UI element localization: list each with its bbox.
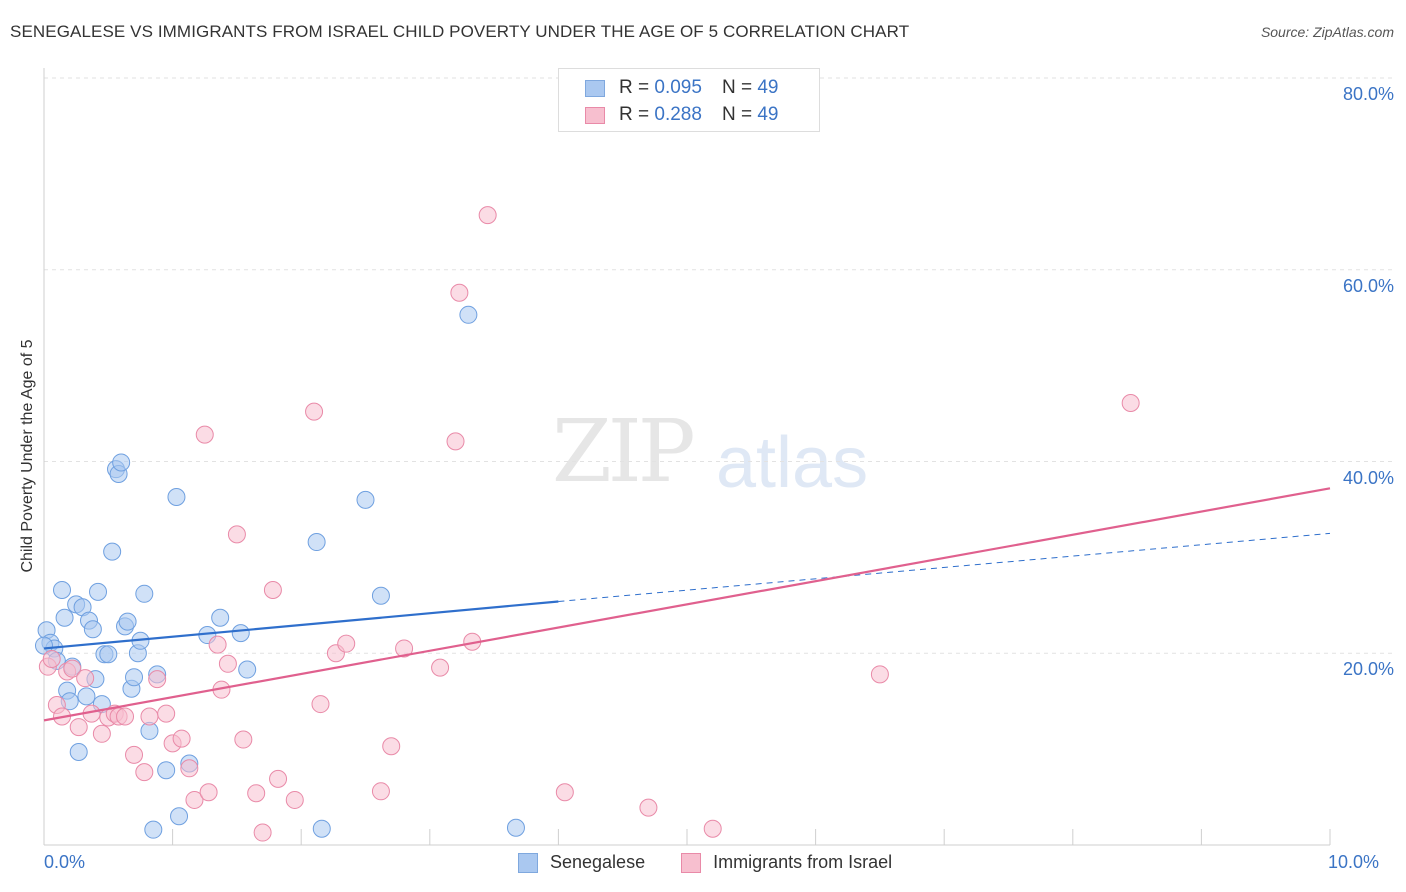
- israel-point: [1121, 394, 1140, 413]
- n-value: 49: [757, 77, 779, 98]
- senegalese-point: [371, 586, 390, 605]
- senegalese-trend-extension: [558, 532, 1331, 602]
- chart-title: SENEGALESE VS IMMIGRANTS FROM ISRAEL CHI…: [10, 22, 910, 41]
- watermark-zip: ZIP: [552, 402, 696, 502]
- israel-point: [140, 707, 159, 726]
- n-value: 49: [757, 104, 779, 125]
- legend-label-israel: Immigrants from Israel: [713, 852, 893, 872]
- israel-point: [446, 432, 465, 451]
- israel-point: [305, 402, 324, 421]
- senegalese-point: [211, 608, 230, 627]
- israel-point: [185, 790, 204, 809]
- israel-point: [337, 634, 356, 653]
- israel-point: [180, 759, 199, 778]
- israel-point: [208, 635, 227, 654]
- israel-point: [42, 650, 61, 669]
- senegalese-point: [112, 453, 131, 472]
- senegalese-point: [103, 542, 122, 561]
- legend-swatch-israel: [681, 852, 702, 873]
- y-tick-label: 80.0%: [1342, 84, 1394, 104]
- israel-point: [218, 654, 237, 673]
- israel-point: [311, 695, 330, 714]
- israel-point: [135, 763, 154, 782]
- israel-point: [148, 670, 167, 689]
- senegalese-point: [55, 608, 74, 627]
- senegalese-point: [506, 818, 525, 837]
- israel-point: [157, 704, 176, 723]
- stats-row-senegalese: R = 0.095 N = 49: [585, 77, 778, 99]
- series-legend: Senegalese Immigrants from Israel: [518, 852, 892, 873]
- stats-legend: R = 0.095 N = 49 R = 0.288 N = 49: [558, 68, 820, 132]
- r-label: R =: [619, 104, 650, 125]
- israel-point: [234, 730, 253, 749]
- israel-point: [253, 823, 272, 842]
- israel-point: [63, 659, 82, 678]
- israel-trend-line: [43, 487, 1331, 722]
- senegalese-point: [144, 820, 163, 839]
- y-tick-label: 60.0%: [1342, 275, 1394, 296]
- israel-point: [227, 525, 246, 544]
- senegalese-point: [69, 743, 88, 762]
- legend-swatch-senegalese: [518, 852, 538, 873]
- senegalese-point: [118, 612, 137, 631]
- senegalese-point: [135, 584, 154, 603]
- israel-point: [195, 425, 214, 444]
- israel-point: [76, 669, 95, 688]
- senegalese-point: [231, 624, 250, 643]
- israel-point: [69, 718, 88, 737]
- r-label: R =: [619, 77, 650, 98]
- israel-point: [172, 729, 191, 748]
- senegalese-point: [170, 807, 189, 826]
- legend-label-senegalese: Senegalese: [550, 852, 646, 872]
- n-label: N =: [721, 77, 753, 98]
- x-tick-label-min: 0.0%: [44, 852, 86, 872]
- n-label: N =: [721, 104, 753, 125]
- senegalese-point: [83, 620, 102, 639]
- israel-point: [450, 283, 469, 302]
- israel-point: [639, 798, 658, 817]
- y-tick-label: 40.0%: [1342, 467, 1394, 488]
- senegalese-trend-line: [43, 600, 559, 650]
- senegalese-point: [157, 761, 176, 780]
- israel-point: [431, 658, 450, 677]
- source-note: Source: ZipAtlas.com: [1260, 24, 1394, 40]
- israel-point: [263, 580, 282, 599]
- israel-point: [125, 745, 144, 764]
- senegalese-point: [459, 305, 478, 324]
- senegalese-point: [125, 668, 144, 687]
- israel-point: [371, 782, 390, 801]
- israel-point: [199, 783, 218, 802]
- israel-point: [92, 724, 111, 743]
- israel-point: [478, 206, 497, 225]
- legend-swatch-senegalese: [585, 79, 605, 97]
- israel-point: [555, 783, 574, 802]
- israel-point: [285, 790, 304, 809]
- israel-point: [395, 639, 414, 658]
- israel-point: [269, 769, 288, 788]
- x-tick-label-max: 10.0%: [1328, 852, 1380, 872]
- israel-point: [870, 665, 889, 684]
- senegalese-point: [35, 636, 53, 655]
- senegalese-point: [89, 582, 108, 601]
- r-value: 0.288: [654, 104, 702, 125]
- senegalese-point: [307, 533, 326, 552]
- senegalese-point: [312, 819, 331, 838]
- senegalese-point: [356, 490, 375, 509]
- israel-point: [247, 784, 266, 803]
- watermark-atlas: atlas: [716, 423, 869, 503]
- y-tick-label: 20.0%: [1342, 659, 1394, 680]
- senegalese-point: [238, 660, 257, 679]
- r-value: 0.095: [654, 77, 702, 98]
- legend-swatch-israel: [585, 106, 605, 124]
- stats-row-israel: R = 0.288 N = 49: [585, 104, 778, 126]
- senegalese-point: [53, 580, 72, 599]
- israel-point: [116, 707, 135, 726]
- israel-point: [703, 819, 722, 838]
- senegalese-point: [99, 645, 118, 664]
- senegalese-point: [77, 687, 96, 706]
- senegalese-point: [167, 487, 186, 506]
- israel-point: [382, 737, 401, 756]
